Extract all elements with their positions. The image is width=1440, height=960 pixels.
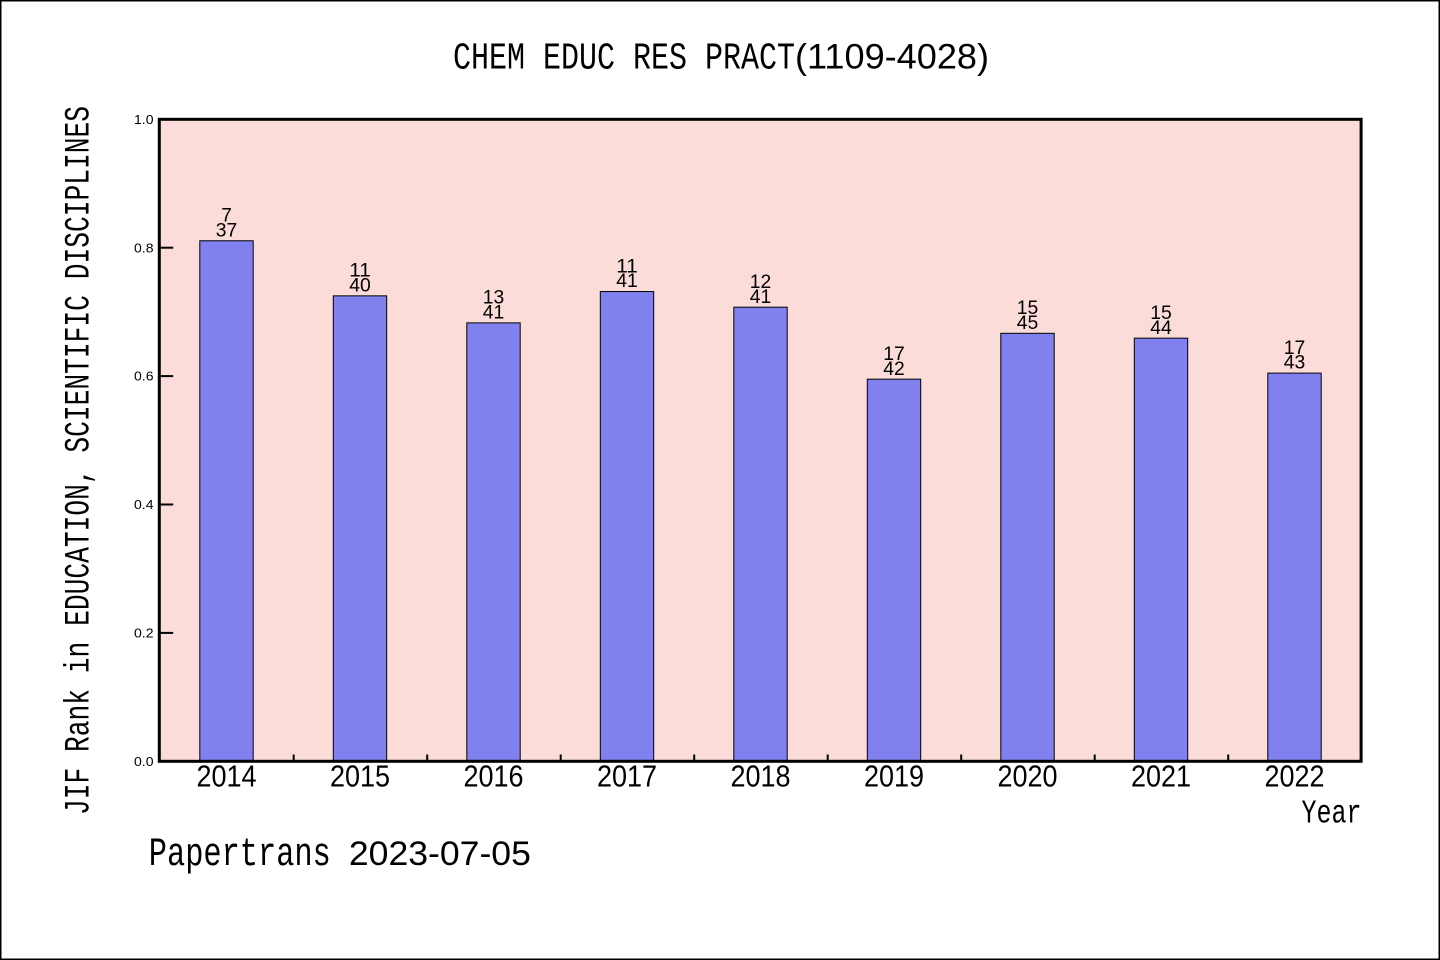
svg-text:2022: 2022	[1265, 760, 1325, 793]
svg-text:2017: 2017	[597, 760, 657, 793]
svg-text:2018: 2018	[731, 760, 791, 793]
svg-text:JIF Rank in EDUCATION, SCIENTI: JIF Rank in EDUCATION, SCIENTIFIC DISCIP…	[58, 106, 99, 815]
svg-text:12: 12	[750, 271, 772, 293]
svg-text:2015: 2015	[330, 760, 390, 793]
svg-text:0.4: 0.4	[134, 497, 154, 512]
svg-text:45: 45	[1017, 312, 1039, 334]
svg-text:0.6: 0.6	[134, 369, 154, 384]
svg-text:13: 13	[483, 287, 505, 309]
svg-text:15: 15	[1017, 297, 1039, 319]
svg-text:41: 41	[750, 286, 772, 308]
svg-text:40: 40	[349, 274, 371, 296]
svg-text:CHEM EDUC RES PRACT: CHEM EDUC RES PRACT	[453, 37, 795, 80]
svg-text:11: 11	[616, 255, 638, 277]
svg-text:0.0: 0.0	[134, 754, 154, 769]
svg-text:7: 7	[221, 205, 232, 227]
svg-text:2023-07-05: 2023-07-05	[349, 835, 531, 873]
svg-text:15: 15	[1150, 302, 1172, 324]
svg-text:2019: 2019	[864, 760, 924, 793]
svg-text:0.8: 0.8	[134, 240, 154, 255]
svg-text:1.0: 1.0	[134, 112, 154, 127]
svg-text:17: 17	[1284, 337, 1306, 359]
svg-text:43: 43	[1284, 352, 1306, 374]
svg-text:Year: Year	[1302, 796, 1362, 833]
svg-text:17: 17	[883, 343, 905, 365]
svg-text:42: 42	[883, 358, 905, 380]
svg-text:Papertrans: Papertrans	[149, 833, 331, 878]
svg-text:2020: 2020	[998, 760, 1058, 793]
svg-text:2021: 2021	[1131, 760, 1191, 793]
svg-text:41: 41	[616, 270, 638, 292]
svg-text:2016: 2016	[464, 760, 524, 793]
svg-text:2014: 2014	[197, 760, 257, 793]
svg-text:44: 44	[1150, 317, 1172, 339]
svg-text:0.2: 0.2	[134, 625, 154, 640]
svg-text:41: 41	[483, 301, 505, 323]
svg-text:37: 37	[216, 219, 238, 241]
svg-text:(1109-4028): (1109-4028)	[795, 36, 989, 76]
svg-text:11: 11	[349, 260, 371, 282]
